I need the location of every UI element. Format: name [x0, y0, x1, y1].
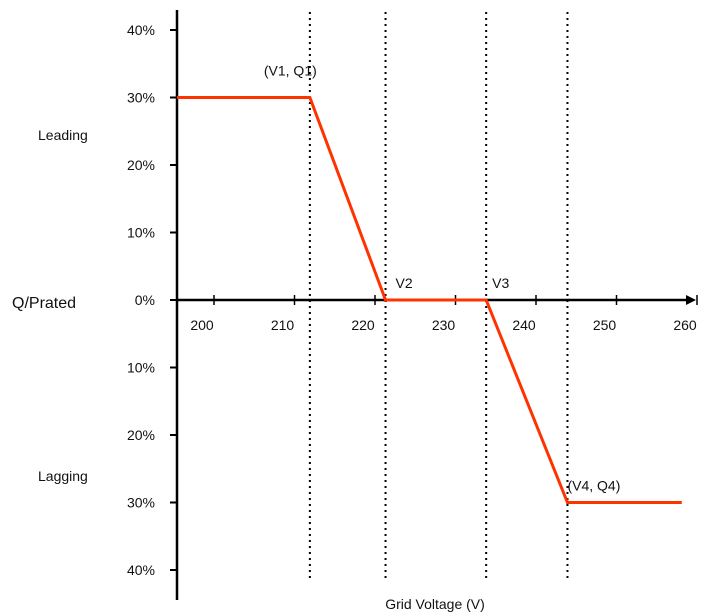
y-ticks: 40% 30% 20% 10% 0% 10% 20% 30% 40%	[127, 22, 177, 578]
x-ticks: 200210220230240250260270	[190, 295, 698, 333]
y-tick-label-3: 10%	[127, 225, 155, 241]
x-axis-title: Grid Voltage (V)	[385, 596, 485, 612]
series-line-0	[177, 96, 682, 504]
y-tick-label-1: 30%	[127, 90, 155, 106]
annotations: (V1, Q1) V2 V3 (V4, Q4)	[264, 63, 621, 494]
x-tick-label-220: 220	[351, 317, 375, 333]
x-tick-label-230: 230	[432, 317, 456, 333]
x-tick-label-260: 260	[673, 317, 697, 333]
x-tick-label-200: 200	[190, 317, 214, 333]
y-tick-label-6: 20%	[127, 427, 155, 443]
y-tick-label-8: 40%	[127, 562, 155, 578]
y-tick-label-7: 30%	[127, 495, 155, 511]
y-tick-label-5: 10%	[127, 360, 155, 376]
annotation-3: V3	[492, 275, 509, 291]
region-label-lagging: Lagging	[38, 468, 88, 484]
x-tick-label-240: 240	[512, 317, 536, 333]
y-axis-title: Q/Prated	[12, 295, 76, 312]
annotation-4: (V4, Q4)	[567, 478, 620, 494]
region-label-leading: Leading	[38, 127, 88, 143]
annotation-2: V2	[396, 275, 413, 291]
y-tick-label-4: 0%	[135, 292, 155, 308]
y-tick-label-0: 40%	[127, 22, 155, 38]
vertical-marker-lines	[308, 12, 569, 580]
x-tick-label-250: 250	[593, 317, 617, 333]
x-tick-label-210: 210	[271, 317, 295, 333]
series-group	[177, 96, 682, 504]
annotation-1: (V1, Q1)	[264, 63, 317, 79]
x-axis-arrowhead	[686, 295, 696, 305]
y-tick-label-2: 20%	[127, 157, 155, 173]
